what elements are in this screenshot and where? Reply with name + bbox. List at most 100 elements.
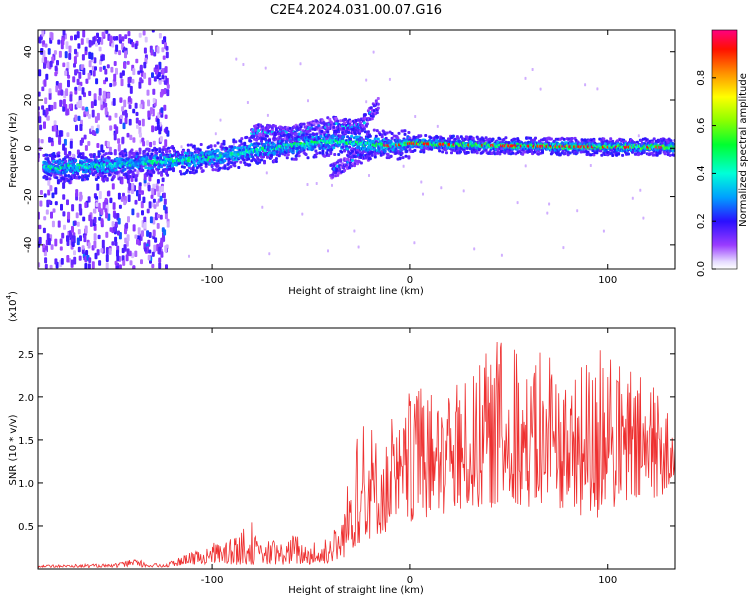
heatmap-noise-cell: [74, 114, 78, 122]
heatmap-track-halo: [158, 147, 162, 151]
heatmap-track-halo: [101, 149, 105, 153]
heatmap-noise-cell: [156, 118, 160, 125]
heatmap-noise-cell: [55, 85, 59, 93]
heatmap-noise-cell: [83, 234, 87, 243]
heatmap-noise-cell: [155, 185, 159, 192]
heatmap-noise-cell: [112, 36, 116, 41]
heatmap-noise-cell: [107, 141, 110, 148]
heatmap-noise-cell: [128, 96, 131, 103]
heatmap-noise-cell: [142, 141, 146, 147]
heatmap-noise-cell: [54, 187, 58, 195]
heatmap-noise-cell: [156, 46, 160, 54]
heatmap-noise-cell: [73, 56, 77, 65]
heatmap-noise-cell: [137, 70, 141, 75]
heatmap-speckle-cell: [420, 180, 423, 184]
heatmap-track-halo: [398, 156, 402, 160]
heatmap-track-halo: [321, 149, 325, 153]
heatmap-noise-cell: [146, 140, 150, 146]
heatmap-track-band: [371, 139, 375, 143]
heatmap-noise-cell: [93, 99, 97, 107]
heatmap-track-halo: [112, 174, 116, 178]
heatmap-track-halo: [168, 149, 172, 153]
heatmap-noise-cell: [116, 249, 119, 257]
heatmap-noise-cell: [66, 61, 70, 70]
heatmap-noise-cell: [87, 196, 91, 203]
heatmap-noise-cell: [106, 191, 110, 197]
heatmap-track-halo: [602, 137, 606, 141]
heatmap-track-halo: [354, 128, 357, 132]
heatmap-speckle-cell: [602, 229, 605, 233]
heatmap-noise-cell: [163, 88, 167, 95]
heatmap-track-halo: [229, 165, 233, 169]
heatmap-track-halo: [263, 161, 266, 165]
heatmap-noise-cell: [71, 153, 75, 159]
heatmap-track-halo: [211, 168, 215, 172]
heatmap-track-band: [69, 169, 73, 173]
heatmap-noise-cell: [139, 103, 143, 109]
heatmap-noise-cell: [52, 208, 56, 213]
heatmap-noise-cell: [73, 220, 77, 226]
heatmap-noise-cell: [136, 239, 139, 245]
heatmap-noise-cell: [47, 238, 51, 246]
heatmap-noise-cell: [88, 257, 92, 263]
heatmap-noise-cell: [118, 264, 122, 269]
heatmap-noise-cell: [117, 230, 120, 236]
heatmap-track-halo: [498, 137, 502, 141]
heatmap-noise-cell: [129, 134, 133, 141]
heatmap-noise-cell: [157, 214, 160, 219]
heatmap-noise-cell: [134, 102, 138, 109]
heatmap-noise-cell: [104, 102, 108, 108]
heatmap-track-halo: [287, 135, 291, 139]
heatmap-track-halo: [260, 139, 263, 143]
heatmap-branch-halo: [359, 161, 363, 165]
heatmap-track-halo: [97, 152, 101, 156]
heatmap-track-halo: [343, 149, 347, 153]
heatmap-noise-cell: [47, 48, 51, 55]
heatmap-noise-cell: [148, 249, 152, 254]
heatmap-branch-cell: [317, 124, 321, 128]
heatmap-noise-cell: [160, 251, 164, 258]
heatmap-branch-halo: [365, 122, 369, 126]
heatmap-track-halo: [68, 151, 72, 154]
heatmap-noise-cell: [141, 190, 144, 195]
heatmap-track-halo: [387, 147, 391, 151]
heatmap-noise-cell: [84, 202, 88, 208]
heatmap-track-halo: [178, 170, 182, 173]
heatmap-noise-cell: [138, 81, 142, 89]
heatmap-noise-cell: [77, 43, 81, 49]
heatmap-noise-cell: [43, 216, 47, 221]
heatmap-track-halo: [94, 155, 98, 159]
heatmap-noise-cell: [74, 48, 77, 55]
heatmap-speckle-cell: [596, 87, 599, 91]
heatmap-noise-cell: [138, 182, 142, 187]
heatmap-noise-cell: [121, 70, 125, 76]
heatmap-noise-cell: [60, 203, 63, 211]
heatmap-noise-cell: [115, 126, 119, 135]
heatmap-noise-cell: [153, 76, 157, 82]
heatmap-noise-cell: [138, 132, 142, 138]
heatmap-track-halo: [438, 149, 442, 153]
heatmap-track-halo: [96, 176, 100, 179]
heatmap-noise-cell: [93, 233, 97, 241]
heatmap-noise-cell: [45, 107, 49, 115]
heatmap-noise-cell: [73, 63, 76, 68]
heatmap-noise-cell: [144, 36, 148, 43]
heatmap-noise-cell: [58, 50, 62, 58]
heatmap-noise-cell: [120, 114, 123, 120]
heatmap-noise-cell: [105, 247, 109, 255]
heatmap-noise-cell: [73, 250, 76, 256]
heatmap-speckle-cell: [301, 212, 304, 216]
heatmap-track-halo: [268, 138, 271, 142]
heatmap-noise-cell: [62, 211, 66, 217]
heatmap-track-halo: [304, 153, 308, 156]
heatmap-noise-cell: [104, 68, 108, 75]
heatmap-noise-cell: [60, 89, 64, 96]
heatmap-noise-cell: [98, 191, 102, 199]
heatmap-noise-cell: [76, 31, 80, 39]
heatmap-noise-cell: [50, 32, 54, 41]
heatmap-noise-cell: [66, 199, 69, 206]
heatmap-track-halo: [237, 166, 241, 169]
heatmap-branch-halo: [336, 173, 340, 177]
heatmap-speckle-cell: [440, 186, 443, 190]
heatmap-track-band: [101, 165, 105, 169]
